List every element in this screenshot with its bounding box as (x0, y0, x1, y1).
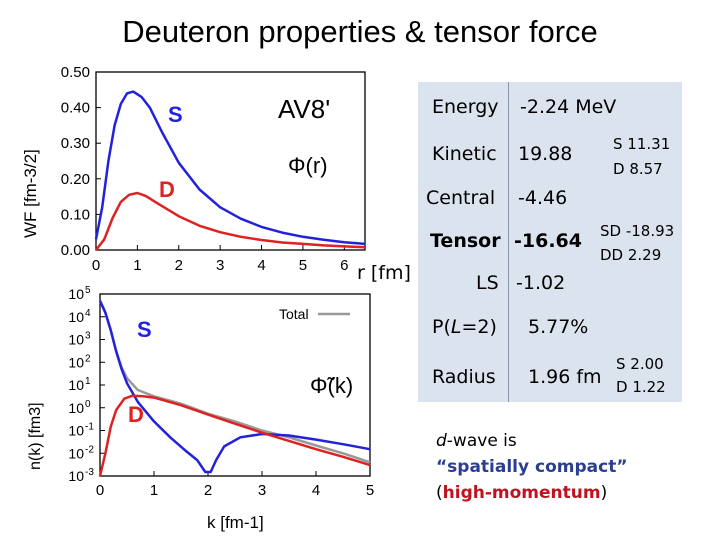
wf-r-series (94, 90, 366, 251)
wf-r-xtick-label: 5 (299, 257, 307, 274)
wf-r-xtick-label: 0 (92, 257, 100, 274)
note-line1-rest: -wave is (446, 431, 517, 451)
nk-ytick-exponent: -1 (85, 422, 94, 433)
energy-value: -2.24 MeV (520, 96, 617, 118)
kinetic-value: 19.88 (518, 143, 573, 165)
wf-r-ytick-label: 0.00 (61, 242, 90, 259)
tensor-label: Tensor (430, 230, 501, 252)
nk-ytick-label: 10 (68, 423, 84, 439)
nk-ytick-label: 10 (68, 354, 84, 370)
wf-r-ytick-label: 0.40 (61, 100, 90, 117)
panel-divider (508, 82, 509, 402)
wf-r-ytick-label: 0.20 (61, 171, 90, 188)
wf-r-plot-frame (95, 71, 366, 251)
nk-ytick-exponent: 2 (85, 353, 91, 364)
ls-label: LS (476, 272, 499, 294)
note-paren-close: ) (600, 483, 608, 503)
model-label: AV8' (278, 94, 330, 124)
nk-ytick-exponent: 1 (85, 376, 91, 387)
nk-xtick-label: 5 (366, 482, 374, 499)
nk-ytick-label: 10 (68, 445, 84, 461)
nk-ytick-label: 10 (68, 400, 84, 416)
nk-ytick-exponent: 5 (85, 285, 91, 296)
nk-xtick-label: 2 (204, 482, 212, 499)
radius-detail-s: S 2.00 (616, 355, 664, 373)
kinetic-label: Kinetic (432, 143, 497, 165)
wf-r-xtick-label: 1 (133, 257, 141, 274)
nk-ytick-label: 10 (68, 309, 84, 325)
note-paren-open: ( (436, 483, 443, 503)
nk-xlabel: k [fm-1] (207, 513, 264, 532)
properties-panel (418, 82, 682, 402)
nk-ytick-exponent: -3 (85, 467, 94, 478)
wf-r-xtick-label: 6 (340, 257, 348, 274)
nk-ytick-exponent: 4 (85, 308, 91, 319)
d-wave-label: D (159, 177, 175, 202)
r-axis-unit: r [fm] (357, 262, 411, 284)
pl2-label-p: P( (432, 316, 451, 338)
nk-xtick-label: 0 (96, 482, 104, 499)
nk-ytick-exponent: 0 (85, 399, 91, 410)
pl2-label: P(L=2) (432, 316, 497, 338)
wf-r-ylabel: WF [fm-3/2] (21, 149, 40, 238)
tensor-detail-sd: SD -18.93 (600, 222, 675, 240)
k-formula: Φ̃(k) (310, 373, 353, 398)
radius-value: 1.96 fm (528, 366, 602, 388)
wf-r-chart: 0 1 2 3 4 5 6 0.00 0.10 0.20 0.30 0.40 0.50 WF [fm-3… (21, 64, 366, 274)
legend-total-label: Total (279, 306, 309, 322)
nk-series-s-line (98, 300, 371, 474)
nk-plot-frame (99, 293, 371, 477)
note-line-1: d-wave is (436, 428, 628, 454)
page-title: Deuteron properties & tensor force (122, 14, 598, 49)
nk-ytick-label: 10 (68, 332, 84, 348)
wf-r-xtick-label: 2 (175, 257, 183, 274)
wf-r-series-s-line (94, 90, 366, 246)
kinetic-detail-d: D 8.57 (613, 160, 663, 178)
note-high-momentum: high-momentum (442, 483, 601, 503)
wf-r-ytick-label: 0.30 (61, 135, 90, 152)
nk-xtick-label: 4 (312, 482, 320, 499)
nk-ytick-exponent: 3 (85, 331, 91, 342)
nk-ytick-exponent: -2 (85, 444, 94, 455)
r-formula: Φ(r) (288, 153, 328, 178)
pl2-label-rest: =2) (461, 316, 497, 338)
note-d: d (436, 431, 447, 451)
pl2-label-l: L (450, 316, 462, 338)
d-wave-label-k: D (128, 402, 144, 427)
note-line-2: “spatially compact” (436, 454, 628, 480)
kinetic-detail-s: S 11.31 (613, 135, 671, 153)
nk-ylabel: n(k) [fm3] (27, 402, 44, 470)
energy-label: Energy (432, 96, 499, 118)
ls-value: -1.02 (516, 272, 566, 294)
pl2-value: 5.77% (528, 316, 589, 338)
wf-r-ytick-label: 0.10 (61, 206, 90, 223)
nk-series (98, 300, 371, 477)
nk-xtick-label: 3 (258, 482, 266, 499)
nk-series-d-line (98, 394, 371, 477)
radius-detail-d: D 1.22 (616, 378, 666, 396)
tensor-detail-dd: DD 2.29 (600, 246, 662, 264)
wf-r-ytick-label: 0.50 (61, 64, 90, 81)
central-value: -4.46 (518, 187, 568, 209)
nk-ytick-label: 10 (68, 468, 84, 484)
central-label: Central (426, 187, 496, 209)
nk-xtick-label: 1 (150, 482, 158, 499)
wf-r-xtick-label: 4 (257, 257, 265, 274)
s-wave-label: S (168, 102, 183, 127)
wf-r-ticks: 0 1 2 3 4 5 6 0.00 0.10 0.20 0.30 0.40 0.50 (61, 64, 349, 274)
nk-ytick-label: 10 (68, 377, 84, 393)
wf-r-series-d-line (95, 191, 366, 251)
dwave-note: d-wave is “spatially compact” (high-mome… (436, 428, 628, 506)
tensor-value: -16.64 (514, 230, 582, 252)
s-wave-label-k: S (137, 317, 152, 342)
nk-ytick-label: 10 (68, 286, 84, 302)
wf-r-xtick-label: 3 (216, 257, 224, 274)
note-compact: “spatially compact” (436, 457, 628, 477)
radius-label: Radius (432, 366, 496, 388)
note-line-3: (high-momentum) (436, 480, 628, 506)
